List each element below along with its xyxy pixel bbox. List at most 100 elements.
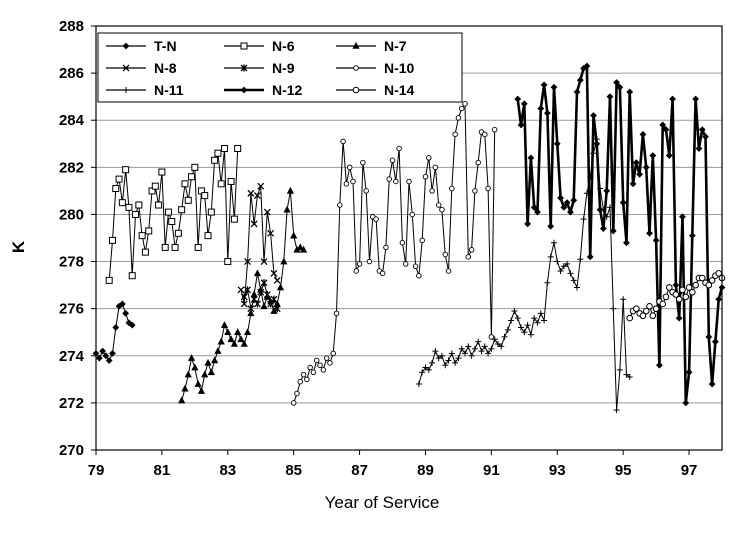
data-point-n14 (662, 293, 670, 301)
data-point-n11 (498, 343, 505, 350)
data-point-n12 (695, 145, 703, 152)
y-tick-label: 272 (59, 395, 84, 412)
data-point-n12 (606, 93, 614, 101)
data-point-n11 (577, 256, 584, 263)
data-point-n12 (639, 130, 647, 138)
data-point-n10 (402, 261, 409, 267)
data-point-n14 (675, 295, 683, 303)
series-n8 (237, 182, 281, 308)
data-point-n10 (491, 126, 498, 133)
data-point-n10 (366, 258, 373, 265)
y-tick-label: 278 (59, 254, 84, 271)
data-point-n7 (197, 387, 206, 394)
series-line-n10 (293, 103, 496, 404)
data-point-n11 (567, 270, 574, 277)
y-tick-label: 276 (59, 301, 84, 318)
legend: T-N N-6 N-7 N-8 N-9 N-10 N-11 N-12 N-14 (97, 32, 463, 103)
data-point-n11 (501, 333, 508, 340)
data-point-tn (118, 300, 126, 308)
data-point-n10 (409, 211, 416, 218)
data-point-n14 (705, 281, 713, 289)
data-point-n6 (201, 192, 209, 200)
data-point-n8 (267, 229, 275, 237)
data-point-n9 (270, 295, 278, 303)
data-point-n11 (626, 373, 633, 380)
legend-item-n9: N-9 (224, 60, 295, 76)
x-tick-label: 83 (219, 462, 236, 479)
legend-label-n6: N-6 (272, 38, 295, 54)
legend-label-n10: N-10 (384, 60, 415, 76)
data-point-n11 (488, 345, 495, 352)
data-point-n7 (253, 269, 262, 277)
x-axis-ticks: 79 81 83 85 87 89 91 93 95 97 (88, 450, 698, 479)
data-point-n10 (399, 239, 406, 246)
data-point-n11 (620, 296, 627, 303)
data-point-n12 (557, 194, 564, 202)
data-point-n12 (642, 163, 650, 171)
series-layer (92, 62, 726, 413)
data-point-n14 (682, 293, 690, 301)
data-point-n6 (194, 243, 202, 251)
legend-marker-tn (122, 42, 130, 50)
data-point-n10 (313, 357, 320, 364)
data-point-n6 (161, 243, 169, 251)
data-point-n12 (702, 133, 709, 141)
legend-item-n11: N-11 (106, 82, 184, 98)
data-point-n7 (201, 370, 209, 378)
x-tick-label: 91 (483, 462, 500, 479)
data-point-n11 (511, 308, 518, 315)
data-point-n14 (652, 305, 660, 312)
data-point-n12 (514, 95, 522, 103)
data-point-n10 (393, 178, 399, 185)
data-point-n6 (227, 177, 235, 185)
data-point-n10 (445, 268, 452, 274)
data-point-n14 (633, 305, 640, 312)
data-point-n11 (415, 381, 422, 388)
data-point-n6 (217, 180, 225, 188)
data-point-n10 (468, 247, 475, 253)
data-point-n6 (151, 182, 159, 190)
data-point-n7 (217, 337, 225, 345)
data-point-n7 (240, 340, 248, 347)
data-point-n10 (452, 131, 458, 138)
data-point-n12 (646, 229, 653, 237)
data-point-n8 (257, 182, 265, 190)
data-point-n7 (230, 340, 238, 347)
plot-area-frame (95, 25, 723, 451)
data-point-n12 (590, 112, 597, 119)
data-point-n10 (439, 206, 445, 213)
data-point-n6 (171, 243, 179, 251)
data-point-n11 (438, 352, 445, 359)
data-point-n6 (234, 144, 242, 152)
data-point-n10 (360, 159, 366, 166)
data-point-n12 (669, 95, 676, 103)
series-tn (92, 300, 136, 364)
data-point-n10 (363, 188, 369, 194)
data-point-n6 (168, 218, 176, 226)
data-point-n14 (642, 307, 650, 315)
data-point-n14 (665, 284, 673, 291)
data-point-n14 (672, 291, 680, 298)
x-tick-label: 97 (681, 462, 698, 479)
data-point-n11 (462, 350, 469, 357)
data-point-n10 (353, 268, 360, 274)
data-point-n6 (155, 201, 163, 209)
data-point-n10 (373, 216, 379, 222)
data-point-n14 (679, 286, 686, 294)
y-tick-label: 274 (59, 348, 85, 365)
data-point-n8 (244, 258, 252, 266)
data-point-n12 (583, 62, 591, 70)
data-point-n12 (623, 239, 630, 247)
data-point-n7 (299, 245, 308, 253)
data-point-n12 (613, 79, 620, 86)
data-point-n11 (425, 366, 432, 373)
data-point-n10 (300, 371, 307, 378)
y-axis-ticks: 270 272 274 276 278 280 282 284 286 288 (59, 18, 96, 459)
data-point-tn (109, 350, 116, 357)
data-point-n10 (323, 355, 330, 361)
data-point-n14 (692, 281, 699, 289)
y-axis-title: K (9, 240, 28, 253)
data-point-n12 (692, 95, 700, 103)
data-point-n6 (220, 144, 228, 152)
data-point-n9 (253, 300, 261, 308)
